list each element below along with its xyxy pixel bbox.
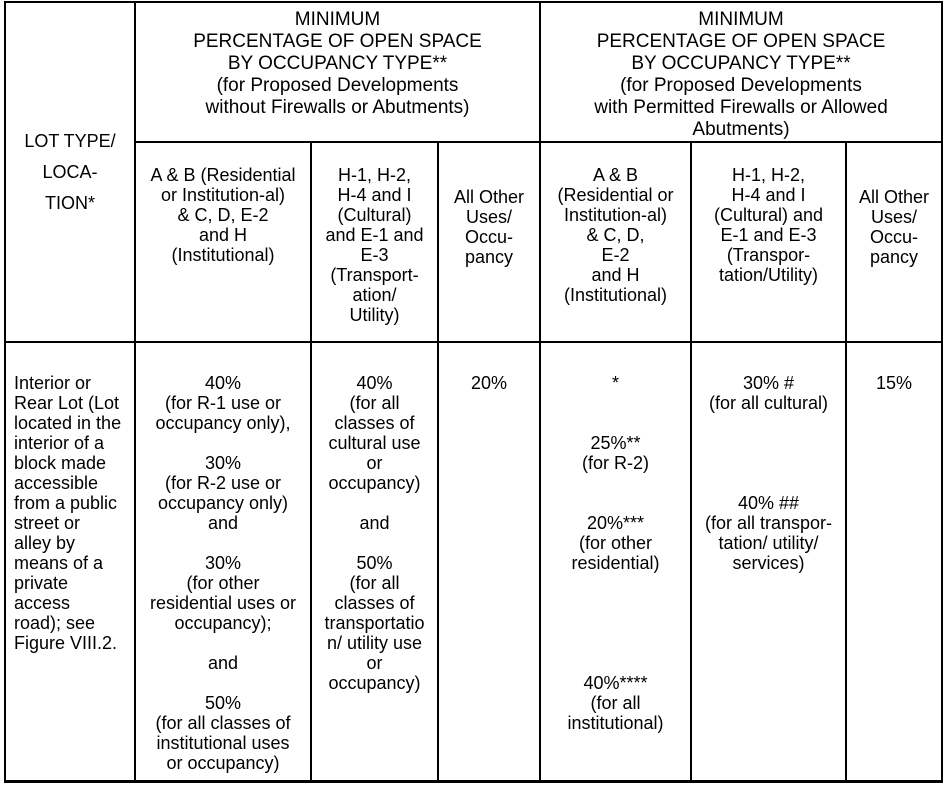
cell-residential-institutional-no-firewall: 40% (for R-1 use or occupancy only), 30%… [134,341,312,783]
col-header-all-other-uses-firewall: All Other Uses/ Occu- pancy [845,141,943,343]
col-header-cultural-transportation-firewall: H-1, H-2, H-4 and I (Cultural) and E-1 a… [690,141,847,343]
col-header-ab-institutional-firewall: A & B (Residential or Institution-al) & … [539,141,692,343]
col-header-all-other-uses-no-firewall: All Other Uses/ Occu- pancy [437,141,541,343]
cell-cultural-transportation-no-firewall: 40% (for all classes of cultural use or … [310,341,439,783]
cell-cultural-transportation-firewall: 30% # (for all cultural) 40% ## (for all… [690,341,847,783]
group-header-with-firewalls: MINIMUM PERCENTAGE OF OPEN SPACE BY OCCU… [539,1,943,143]
corner-header-lot-type-location: LOT TYPE/ LOCA- TION* [4,1,136,343]
col-header-cultural-transportation-no-firewall: H-1, H-2, H-4 and I (Cultural) and E-1 a… [310,141,439,343]
open-space-requirements-table: LOT TYPE/ LOCA- TION* MINIMUM PERCENTAGE… [4,1,943,783]
col-header-ab-institutional-no-firewall: A & B (Residential or Institution-al) & … [134,141,312,343]
cell-residential-institutional-firewall: * 25%** (for R-2) 20%*** (for other resi… [539,341,692,783]
cell-lot-type-interior-rear-lot: Interior or Rear Lot (Lot located in the… [4,341,136,783]
group-header-without-firewalls: MINIMUM PERCENTAGE OF OPEN SPACE BY OCCU… [134,1,541,143]
cell-all-other-uses-no-firewall: 20% [437,341,541,783]
cell-all-other-uses-firewall: 15% [845,341,943,783]
